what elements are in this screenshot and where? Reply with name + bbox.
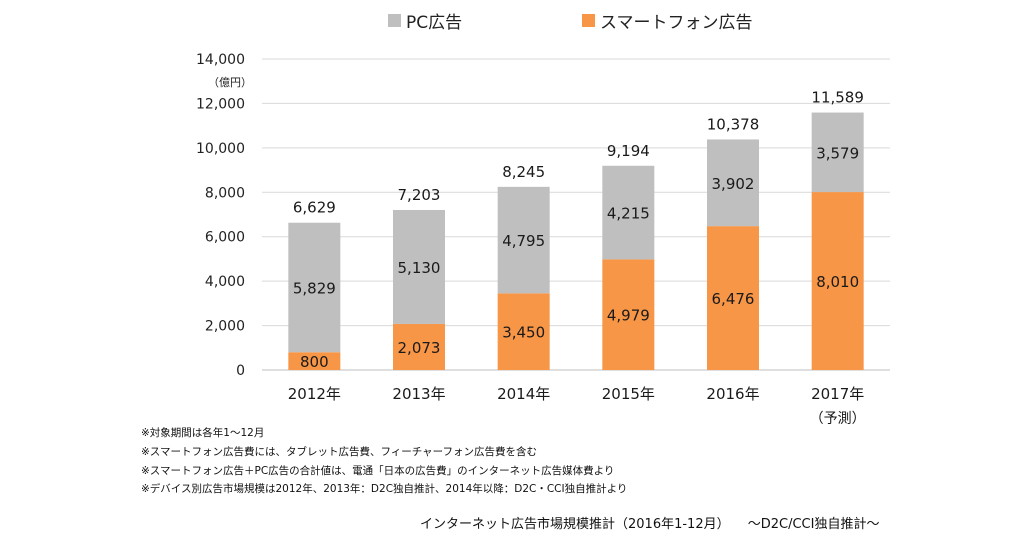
legend-item-smartphone: スマートフォン広告 xyxy=(582,8,753,33)
x-tick-label: 2012年 xyxy=(288,385,341,403)
y-tick-label: 2,000 xyxy=(205,319,245,335)
data-label-smartphone: 4,979 xyxy=(607,307,650,325)
source-method: ～D2C/CCI独自推計～ xyxy=(747,517,880,532)
x-tick-label: 2016年 xyxy=(706,385,759,403)
data-label-pc: 5,829 xyxy=(293,279,336,297)
data-label-pc: 3,579 xyxy=(816,144,859,162)
bar-pc xyxy=(811,112,864,193)
data-label-pc: 5,130 xyxy=(398,259,441,277)
data-label-smartphone: 8,010 xyxy=(816,273,859,291)
data-label-pc: 4,795 xyxy=(502,232,545,250)
footnote: ※スマートフォン広告＋PC広告の合計値は、電通「日本の広告費」のインターネット広… xyxy=(141,464,615,477)
data-label-smartphone: 2,073 xyxy=(398,339,441,357)
bar-smartphone xyxy=(811,192,864,370)
x-tick-label: 2015年 xyxy=(602,385,655,403)
x-tick-note: （予測） xyxy=(810,411,866,427)
y-tick-label: 0 xyxy=(236,363,245,379)
y-tick-label: 14,000 xyxy=(196,52,245,68)
data-label-smartphone: 6,476 xyxy=(712,290,755,308)
bar-pc xyxy=(602,165,655,260)
data-label-total: 8,245 xyxy=(502,163,545,181)
data-label-total: 6,629 xyxy=(293,199,336,217)
x-tick-label: 2017年 xyxy=(811,385,864,403)
bar-pc xyxy=(393,209,445,324)
legend-swatch-pc xyxy=(388,14,401,27)
bar-smartphone xyxy=(288,352,341,370)
footnote: ※スマートフォン広告費には、タブレット広告費、フィーチャーフォン広告費を含む xyxy=(141,445,538,458)
data-label-smartphone: 3,450 xyxy=(502,324,545,342)
footnote: ※デバイス別広告市場規模は2012年、2013年：D2C独自推計、2014年以降… xyxy=(141,483,628,496)
bar-smartphone xyxy=(602,259,655,370)
data-label-pc: 4,215 xyxy=(607,205,650,223)
x-tick-label: 2014年 xyxy=(497,385,550,403)
bar-smartphone xyxy=(393,323,445,370)
data-label-total: 7,203 xyxy=(398,186,441,204)
footnotes: ※対象期間は各年1～12月 ※スマートフォン広告費には、タブレット広告費、フィー… xyxy=(141,424,627,499)
x-tick-label: 2013年 xyxy=(392,385,445,403)
legend-label-pc: PC広告 xyxy=(406,13,463,33)
y-tick-label: 10,000 xyxy=(196,141,245,157)
y-tick-label: 4,000 xyxy=(205,274,245,290)
bar-pc xyxy=(288,222,341,353)
bar-pc xyxy=(707,139,759,227)
data-label-total: 10,378 xyxy=(707,115,760,133)
data-label-total: 9,194 xyxy=(607,142,650,160)
y-unit-label: （億円） xyxy=(208,76,252,89)
footnote: ※対象期間は各年1～12月 xyxy=(141,427,265,439)
bar-pc xyxy=(497,186,550,294)
chart-legend: PC広告 スマートフォン広告 xyxy=(0,8,1024,34)
source-title: インターネット広告市場規模推計（2016年1-12月） xyxy=(420,517,730,532)
data-label-pc: 3,902 xyxy=(712,175,755,193)
data-label-total: 11,589 xyxy=(811,89,864,107)
bar-smartphone xyxy=(707,226,759,370)
data-label-smartphone: 800 xyxy=(300,353,329,371)
stacked-bar-chart: 0 2,000 4,000 6,000 8,000 10,000 12,000 14,000 （… xyxy=(196,52,890,427)
legend-item-pc: PC広告 xyxy=(388,8,462,33)
y-tick-label: 8,000 xyxy=(205,185,245,201)
bar-smartphone xyxy=(497,293,550,370)
source-caption: インターネット広告市場規模推計（2016年1-12月） ～D2C/CCI独自推計… xyxy=(420,513,879,532)
y-tick-label: 12,000 xyxy=(196,96,245,112)
y-tick-label: 6,000 xyxy=(205,230,245,246)
legend-label-smartphone: スマートフォン広告 xyxy=(600,13,753,33)
legend-swatch-smartphone xyxy=(582,14,595,27)
